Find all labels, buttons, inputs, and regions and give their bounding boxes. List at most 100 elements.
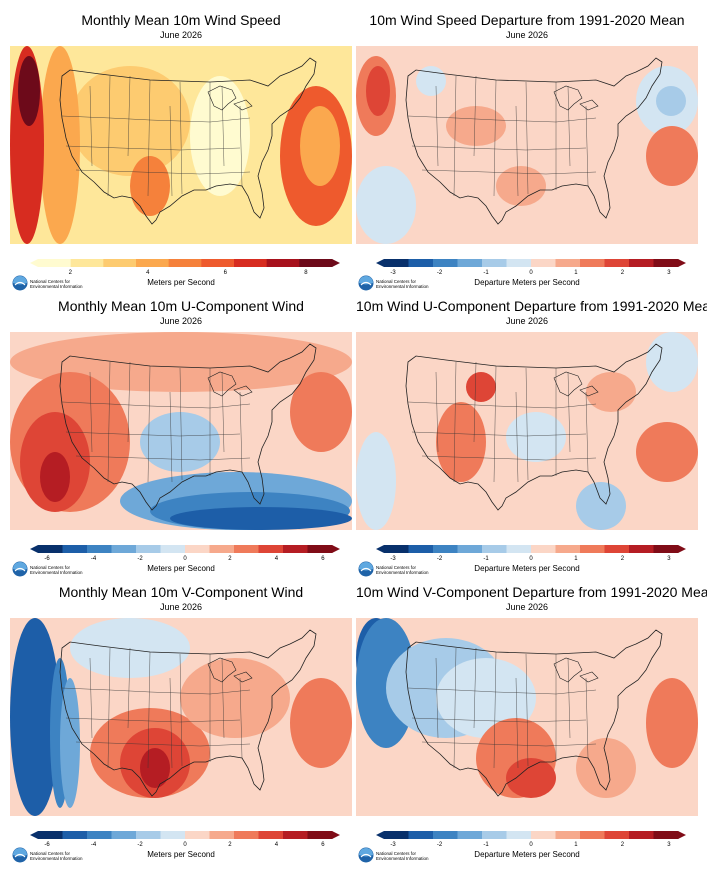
- state-boundary: [107, 361, 111, 483]
- colorbar-swatch: [433, 831, 458, 839]
- map-panel-v-wind: Monthly Mean 10m V-Component Wind June 2…: [10, 584, 352, 874]
- state-boundary: [221, 85, 225, 167]
- state-boundary: [107, 75, 111, 197]
- noaa-logo-icon: [12, 561, 28, 577]
- us-outline: [405, 629, 663, 797]
- us-outline: [405, 57, 663, 225]
- state-boundary: [75, 741, 251, 747]
- colorbar-swatch: [38, 831, 63, 839]
- colorbar-swatch: [457, 259, 483, 267]
- state-boundary: [127, 647, 131, 729]
- map-panel-u-wind: Monthly Mean 10m U-Component Wind June 2…: [10, 298, 352, 588]
- organization-label: National Centers for Environmental Inform…: [376, 851, 429, 861]
- colorbar-units-label: Meters per Second: [147, 850, 215, 859]
- state-boundary: [221, 371, 225, 453]
- state-boundary: [515, 105, 519, 197]
- organization-label: National Centers for Environmental Inform…: [376, 279, 429, 289]
- contour-map: [10, 332, 352, 530]
- panel-title: Monthly Mean 10m Wind Speed: [81, 12, 281, 28]
- us-outline: [59, 57, 317, 225]
- great-lakes: [553, 371, 599, 397]
- state-boundary: [453, 361, 457, 483]
- colorbar-swatch: [555, 259, 581, 267]
- us-outline: [59, 629, 317, 797]
- contour-map: [10, 46, 352, 244]
- state-boundary: [239, 391, 243, 473]
- state-boundary: [89, 371, 93, 453]
- colorbar-swatch: [653, 259, 679, 267]
- colorbar-swatch: [258, 545, 284, 553]
- colorbar-swatch: [408, 831, 434, 839]
- state-boundary: [435, 657, 439, 739]
- colorbar-tick-label: -2: [137, 556, 143, 562]
- colorbar-units-label: Departure Meters per Second: [474, 278, 580, 287]
- map-panel-u-wind-departure: 10m Wind U-Component Departure from 1991…: [356, 298, 707, 588]
- state-boundary: [411, 145, 587, 151]
- panel-subtitle: June 2026: [505, 316, 549, 326]
- state-boundary: [411, 431, 587, 437]
- map-panel-wind-speed: Monthly Mean 10m Wind Speed June 2026 2 4…: [10, 12, 352, 302]
- colorbar-swatch: [38, 259, 72, 267]
- colorbar-swatch: [384, 259, 409, 267]
- colorbar-swatch: [87, 545, 112, 553]
- colorbar-tick-label: 1: [574, 556, 578, 562]
- state-boundary: [107, 647, 111, 769]
- colorbar-tick-label: 4: [146, 270, 150, 276]
- colorbar-swatch: [604, 545, 630, 553]
- colorbar: [376, 259, 686, 267]
- state-boundary: [127, 361, 131, 443]
- colorbar-ticks: -6 -4 -2 0 2 4 6: [30, 556, 340, 564]
- colorbar-swatch: [266, 259, 300, 267]
- colorbar-swatch: [70, 259, 104, 267]
- colorbar-swatch: [433, 259, 458, 267]
- state-boundary: [453, 75, 457, 197]
- colorbar-tick-label: -6: [44, 842, 50, 848]
- colorbar-tick-label: -4: [90, 556, 97, 562]
- colorbar-swatch: [506, 831, 532, 839]
- us-outline: [59, 343, 317, 511]
- state-boundary: [147, 365, 151, 483]
- state-boundary: [473, 647, 477, 729]
- state-boundary: [221, 657, 225, 739]
- colorbar-swatch: [506, 545, 532, 553]
- colorbar-tick-label: 0: [529, 842, 533, 848]
- colorbar-tick-label: 3: [667, 842, 671, 848]
- colorbar-tick-label: 2: [228, 842, 232, 848]
- colorbar-swatch: [482, 545, 507, 553]
- colorbar-swatch: [531, 259, 556, 267]
- panel-subtitle: June 2026: [159, 602, 203, 612]
- contour-map: [10, 618, 352, 816]
- state-boundary: [75, 455, 251, 461]
- colorbar-tick-label: -3: [390, 270, 396, 276]
- state-boundary: [525, 81, 529, 195]
- state-boundary: [169, 391, 173, 483]
- colorbar-swatch: [185, 545, 210, 553]
- state-boundary: [421, 455, 597, 461]
- panel-title: 10m Wind Speed Departure from 1991-2020 …: [369, 12, 685, 28]
- colorbar-swatch: [604, 831, 630, 839]
- colorbar-ticks: -3 -2 -1 0 1 2 3: [376, 270, 686, 278]
- great-lakes: [207, 371, 253, 397]
- colorbar-tick-label: -4: [90, 842, 97, 848]
- panel-title: Monthly Mean 10m V-Component Wind: [58, 584, 304, 600]
- panel-subtitle: June 2026: [505, 30, 549, 40]
- great-lakes: [207, 85, 253, 111]
- state-boundary: [567, 371, 571, 453]
- colorbar-swatch: [531, 831, 556, 839]
- colorbar-tick-label: -3: [390, 556, 396, 562]
- state-boundary: [473, 361, 477, 443]
- colorbar-swatch: [384, 831, 409, 839]
- state-boundary: [525, 367, 529, 481]
- map-panel-wind-speed-departure: 10m Wind Speed Departure from 1991-2020 …: [356, 12, 698, 302]
- colorbar-tick-label: 2: [68, 270, 72, 276]
- colorbar-tick-label: 2: [228, 556, 232, 562]
- colorbar-swatch: [555, 545, 581, 553]
- colorbar-swatch: [580, 545, 605, 553]
- colorbar-swatch: [408, 545, 434, 553]
- state-boundary: [65, 717, 241, 723]
- colorbar-units-label: Departure Meters per Second: [474, 850, 580, 859]
- colorbar-tick-label: 3: [667, 270, 671, 276]
- state-boundary: [61, 401, 251, 409]
- panel-title: 10m Wind U-Component Departure from 1991…: [356, 298, 707, 314]
- colorbar-tick-label: -1: [483, 842, 489, 848]
